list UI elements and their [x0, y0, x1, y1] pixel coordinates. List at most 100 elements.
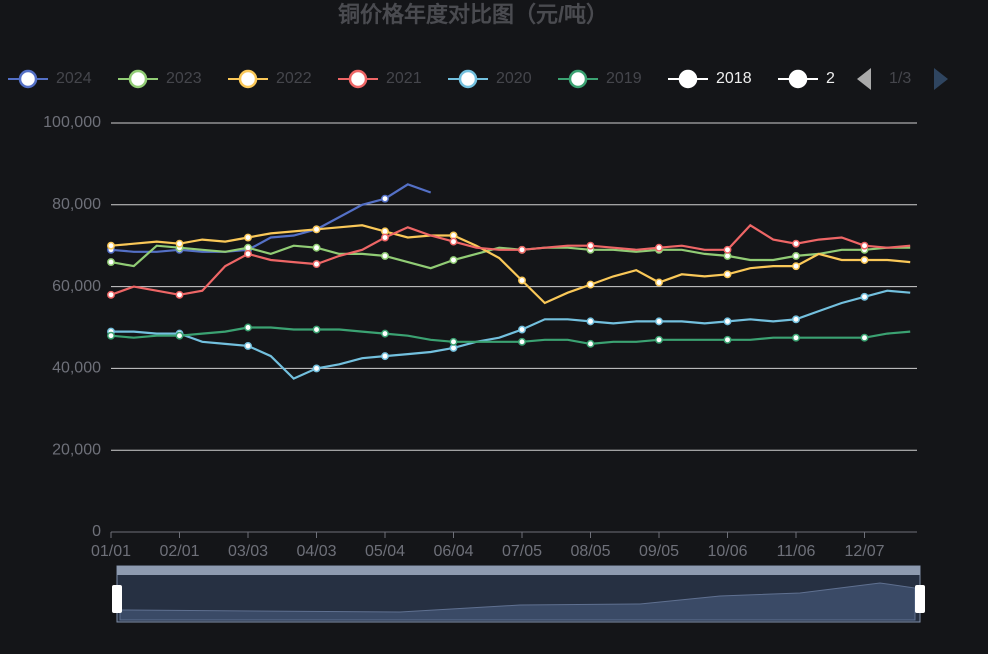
legend-symbol [128, 69, 148, 89]
legend-prev[interactable] [857, 68, 871, 90]
x-tick-label: 01/01 [91, 543, 131, 560]
legend-label: 2020 [496, 70, 532, 87]
point-marker [381, 233, 389, 242]
x-tick-label: 09/05 [639, 543, 679, 560]
chart-title: 铜价格年度对比图（元/吨） [338, 2, 608, 27]
point-marker [586, 280, 595, 289]
point-marker [518, 337, 526, 346]
x-tick-label: 02/01 [159, 543, 199, 560]
point-marker [723, 335, 732, 344]
legend-label: 2023 [166, 70, 202, 87]
x-tick-label: 05/04 [365, 543, 405, 560]
series-line [110, 183, 432, 253]
point-marker [107, 241, 115, 250]
legend-item[interactable]: 2 [778, 69, 835, 89]
legend-item[interactable]: 2020 [448, 69, 532, 89]
point-marker [381, 329, 389, 338]
point-marker [107, 290, 115, 299]
point-marker [175, 331, 184, 340]
point-marker [244, 341, 252, 350]
point-marker [107, 331, 115, 340]
point-marker [655, 317, 663, 326]
legend-symbol [788, 69, 808, 89]
point-marker [312, 225, 321, 234]
point-marker [449, 256, 458, 264]
point-marker [449, 237, 458, 246]
point-marker [175, 290, 184, 299]
legend-symbol [458, 69, 478, 89]
y-tick-label: 40,000 [52, 360, 101, 377]
point-marker [107, 258, 115, 267]
y-tick-label: 0 [92, 523, 101, 540]
x-tick-label: 03/03 [228, 543, 268, 560]
series-line [110, 223, 911, 296]
point-marker [792, 333, 800, 342]
point-marker [860, 292, 869, 301]
x-tick-label: 06/04 [433, 543, 473, 560]
point-marker [312, 325, 321, 334]
point-marker [792, 239, 800, 248]
y-tick-label: 100,000 [43, 114, 101, 131]
legend-symbol [18, 69, 38, 89]
point-marker [655, 278, 663, 287]
point-marker [312, 243, 321, 252]
point-marker [655, 335, 663, 344]
point-marker [244, 233, 252, 242]
legend-symbol [568, 69, 588, 89]
legend-item[interactable]: 2022 [228, 69, 312, 89]
legend-label: 2022 [276, 70, 312, 87]
x-tick-label: 04/03 [296, 543, 336, 560]
point-marker [381, 251, 389, 260]
point-marker [655, 243, 663, 252]
legend-item[interactable]: 2018 [668, 69, 752, 89]
legend-item[interactable]: 2023 [118, 69, 202, 89]
zoom-bar [117, 566, 920, 575]
point-marker [586, 241, 595, 250]
point-marker [312, 260, 321, 269]
legend-item[interactable]: 2024 [8, 69, 92, 89]
legend-item[interactable]: 2021 [338, 69, 422, 89]
point-marker [381, 194, 389, 203]
point-marker [518, 276, 526, 285]
x-tick-label: 08/05 [570, 543, 610, 560]
legend-next[interactable] [934, 68, 948, 90]
point-marker [518, 325, 526, 334]
point-marker [381, 352, 389, 361]
point-marker [518, 245, 526, 254]
legend-symbol [238, 69, 258, 89]
zoom-handle[interactable] [915, 585, 925, 613]
y-tick-label: 80,000 [52, 196, 101, 213]
zoom-preview [119, 582, 916, 621]
point-marker [449, 337, 458, 346]
legend-item[interactable]: 2019 [558, 69, 642, 89]
zoom-handle[interactable] [112, 585, 122, 613]
point-marker [723, 245, 732, 254]
point-marker [723, 270, 732, 279]
legend-label: 2019 [606, 70, 642, 87]
legend-page: 1/3 [889, 70, 911, 87]
point-marker [586, 339, 595, 348]
point-marker [792, 315, 800, 324]
legend-symbol [348, 69, 368, 89]
point-marker [860, 256, 869, 264]
point-marker [723, 317, 732, 326]
point-marker [860, 241, 869, 250]
x-tick-label: 07/05 [502, 543, 542, 560]
x-tick-label: 11/06 [777, 543, 816, 560]
point-marker [312, 364, 321, 373]
point-marker [792, 251, 800, 260]
legend-label: 2 [826, 70, 835, 87]
y-tick-label: 20,000 [52, 441, 101, 458]
legend-label: 2024 [56, 70, 92, 87]
data-zoom[interactable] [112, 565, 925, 623]
point-marker [244, 249, 252, 258]
point-marker [792, 262, 800, 271]
legend-label: 2021 [386, 70, 422, 87]
y-tick-label: 60,000 [52, 278, 101, 295]
x-tick-label: 10/06 [707, 543, 747, 560]
point-marker [586, 317, 595, 326]
point-marker [175, 239, 184, 248]
legend: 2024 2023 2022 2021 2020 2019 2018 2 [8, 69, 835, 89]
